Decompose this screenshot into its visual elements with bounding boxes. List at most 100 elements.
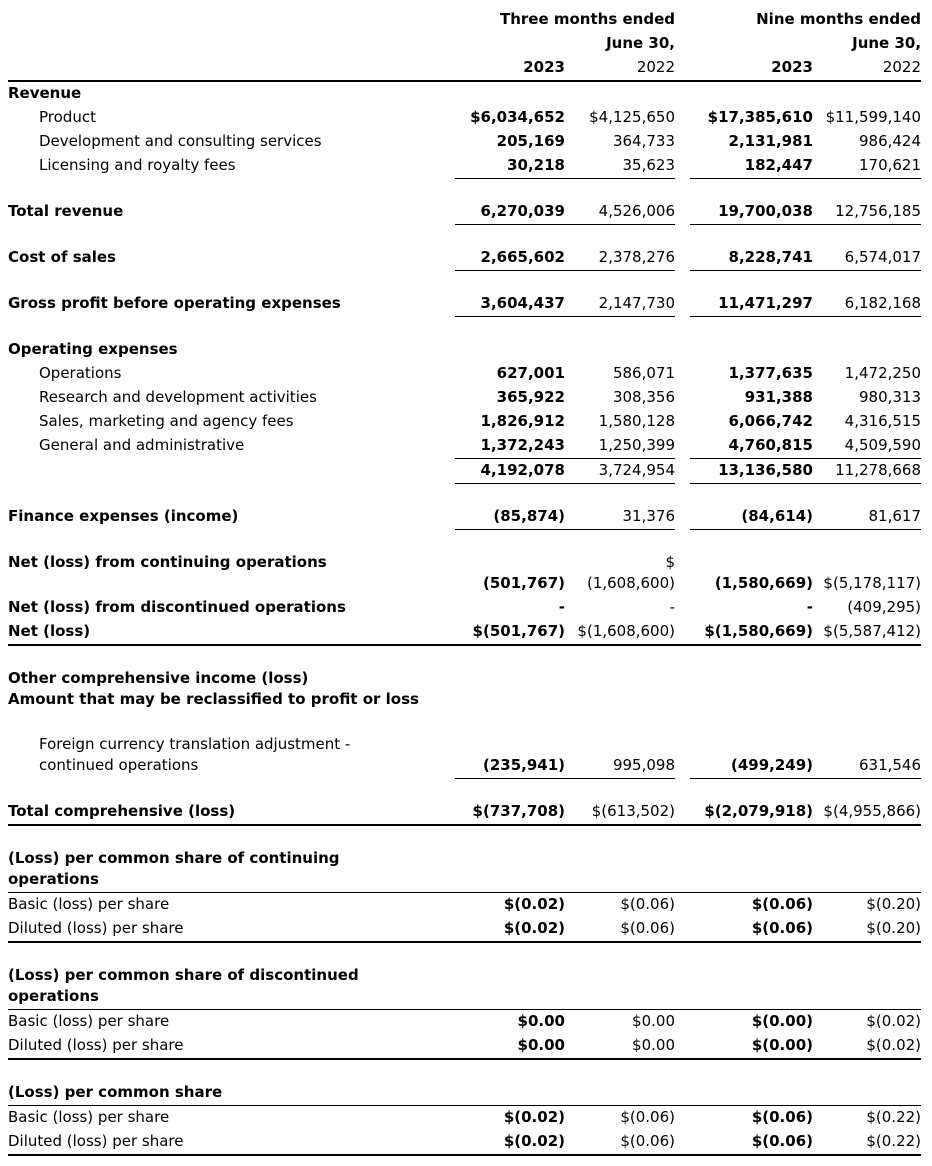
spacer-row xyxy=(8,1059,921,1081)
cell-value: $(0.20) xyxy=(813,916,922,943)
cell-value: - xyxy=(806,598,813,616)
column-gap xyxy=(675,963,690,1010)
date-subheader-nine-months: June 30, xyxy=(852,34,922,52)
cell-value xyxy=(690,338,813,362)
row-label: Total revenue xyxy=(8,202,124,220)
column-gap xyxy=(675,81,690,106)
section-row: (Loss) per common share xyxy=(8,1080,922,1106)
year-header-2023: 2023 xyxy=(455,56,565,82)
cell-value xyxy=(690,846,813,893)
year-header-row: 2023 2022 2023 2022 xyxy=(8,56,922,82)
spacer-row xyxy=(8,778,921,800)
cell-value xyxy=(813,963,922,1010)
column-gap xyxy=(675,338,690,362)
spacer-cell xyxy=(8,825,921,847)
cell-value xyxy=(455,338,565,362)
spacer-row xyxy=(8,317,921,339)
table-row: Total comprehensive (loss) $(737,708) $(61… xyxy=(8,799,922,826)
cell-value: $(0.06) xyxy=(751,894,813,913)
cell-value: $0.00 xyxy=(565,1033,675,1060)
column-gap xyxy=(675,292,690,317)
period-date-row: June 30, June 30, xyxy=(8,32,921,56)
row-label: Diluted (loss) per share xyxy=(8,1033,455,1060)
cell-value: $(1,580,669) xyxy=(690,620,813,646)
row-label: Basic (loss) per share xyxy=(8,1107,170,1126)
spacer-row xyxy=(8,712,921,733)
cell-value: 12,756,185 xyxy=(813,200,922,225)
column-gap xyxy=(675,1009,690,1034)
cell-value xyxy=(565,81,675,106)
cell-value: $(501,767) xyxy=(455,620,565,646)
spacer-row xyxy=(8,271,921,293)
spacer-cell xyxy=(8,712,921,733)
cell-value: 35,623 xyxy=(565,154,675,179)
cell-value: $4,125,650 xyxy=(589,108,675,126)
row-label: Total comprehensive (loss) xyxy=(8,799,455,826)
cell-value: 986,424 xyxy=(858,132,922,150)
cell-value: $(0.00) xyxy=(751,1011,813,1030)
cell-value: (235,941) xyxy=(455,733,565,779)
cell-value: 4,316,515 xyxy=(844,412,922,430)
column-gap xyxy=(675,106,690,130)
cell-value: 2,131,981 xyxy=(728,132,813,150)
cell-value: $0.00 xyxy=(517,1011,565,1030)
column-gap xyxy=(675,154,690,179)
cell-value: $ (1,608,600) xyxy=(586,553,675,592)
cell-value: $(0.06) xyxy=(565,1129,675,1156)
cell-value: $(0.02) xyxy=(813,1033,922,1060)
spacer-row xyxy=(8,225,921,247)
cell-value: $(0.20) xyxy=(866,894,922,913)
row-label: Sales, marketing and agency fees xyxy=(39,412,294,430)
cell-value: 6,066,742 xyxy=(728,412,813,430)
cell-value: $11,599,140 xyxy=(825,108,922,126)
cell-value: $(0.06) xyxy=(751,1107,813,1126)
cell-value xyxy=(813,1080,922,1106)
section-label: Revenue xyxy=(8,84,82,102)
column-gap xyxy=(675,620,690,646)
cell-value: 2,147,730 xyxy=(565,292,675,317)
spacer-cell xyxy=(8,225,921,247)
cell-value: 4,526,006 xyxy=(565,200,675,225)
cell-value: 6,270,039 xyxy=(455,200,565,225)
row-label: Development and consulting services xyxy=(39,132,322,150)
cell-value: $(0.22) xyxy=(866,1107,922,1126)
spacer-cell xyxy=(8,645,921,667)
table-row: Diluted (loss) per share $(0.02) $(0.06) $(… xyxy=(8,1129,922,1156)
column-gap xyxy=(675,551,690,596)
row-label: Operations xyxy=(39,364,122,382)
cell-value: 3,724,954 xyxy=(565,458,675,484)
cell-value: $0.00 xyxy=(455,1033,565,1060)
column-gap xyxy=(675,1129,690,1156)
column-gap xyxy=(675,667,690,712)
spacer-row xyxy=(8,530,921,552)
cell-value: 13,136,580 xyxy=(690,458,813,484)
row-label: Basic (loss) per share xyxy=(8,1011,170,1030)
spacer-cell xyxy=(8,778,921,800)
cell-value: $(4,955,866) xyxy=(813,799,922,826)
row-label: Research and development activities xyxy=(39,388,317,406)
table-row: Research and development activities 365,9… xyxy=(8,386,921,410)
section-label: (Loss) per common share xyxy=(8,1080,455,1106)
cell-value: 11,278,668 xyxy=(813,458,922,484)
cell-value xyxy=(690,1080,813,1106)
cell-value: $(5,178,117) xyxy=(823,574,922,592)
cell-value: 364,733 xyxy=(612,132,675,150)
row-label: Diluted (loss) per share xyxy=(8,1129,455,1156)
column-gap xyxy=(675,434,690,459)
column-gap xyxy=(675,733,690,778)
cell-value: (499,249) xyxy=(690,733,813,779)
cell-value: 182,447 xyxy=(690,154,813,179)
cell-value: 3,604,437 xyxy=(455,292,565,317)
row-label: Basic (loss) per share xyxy=(8,894,170,913)
cell-value xyxy=(565,963,675,1010)
cell-value: 11,471,297 xyxy=(690,292,813,317)
table-row: Net (loss) from discontinued operations -… xyxy=(8,596,921,620)
table-body: Revenue Product $6,034,652 $4,125,650 $17,38… xyxy=(8,81,922,1156)
cell-value: 31,376 xyxy=(565,505,675,530)
cell-value: (85,874) xyxy=(455,505,565,530)
column-gap xyxy=(675,846,690,893)
cell-value: $(2,079,918) xyxy=(690,799,813,826)
section-row: Operating expenses xyxy=(8,338,921,362)
period-header-three-months: Three months ended xyxy=(500,10,675,28)
table-row: Development and consulting services 205,1… xyxy=(8,130,921,154)
